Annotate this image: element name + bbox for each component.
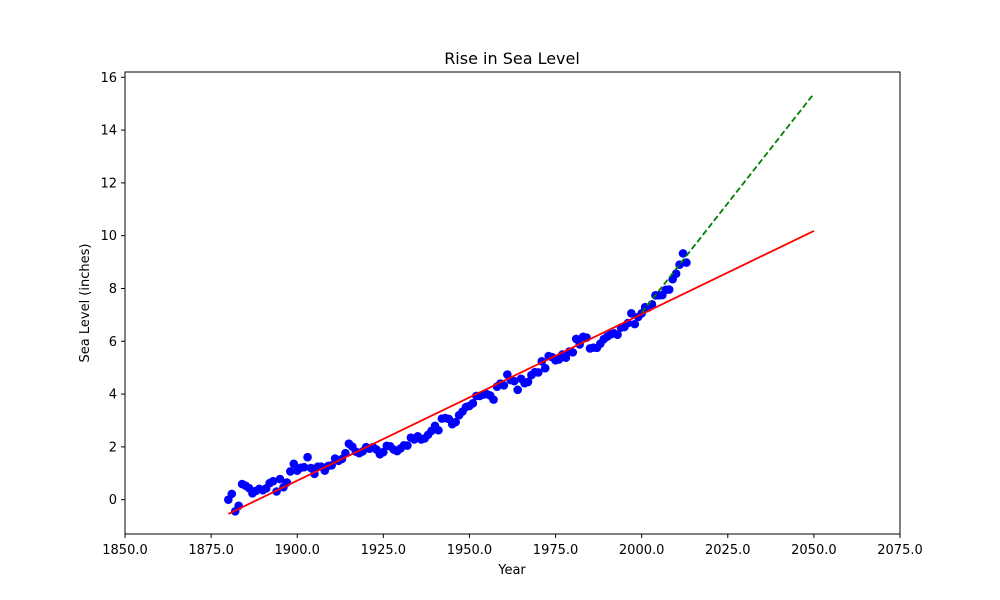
y-tick-label: 16: [100, 71, 117, 86]
data-point: [627, 309, 636, 318]
data-point: [630, 319, 640, 329]
data-point: [379, 447, 388, 457]
x-tick-label: 2050.0: [791, 543, 837, 558]
x-tick-label: 1975.0: [533, 543, 579, 558]
data-point: [509, 376, 519, 386]
data-point: [613, 330, 622, 339]
recent-trend-line: [640, 93, 815, 314]
data-point: [678, 249, 688, 258]
x-tick-label: 1875.0: [188, 543, 234, 558]
y-axis-label: Sea Level (inches): [78, 244, 93, 363]
y-tick-label: 6: [109, 335, 117, 350]
full-trend-line: [227, 230, 815, 515]
x-tick-label: 2075.0: [877, 543, 923, 558]
data-point: [289, 459, 299, 469]
x-tick-label: 1925.0: [361, 543, 407, 558]
data-point: [468, 399, 478, 408]
y-tick-label: 10: [100, 229, 117, 244]
data-point: [451, 417, 460, 427]
data-point: [540, 363, 550, 373]
data-point: [299, 462, 309, 472]
data-point: [434, 425, 443, 435]
x-axis-label: Year: [497, 563, 526, 578]
data-point: [671, 269, 681, 279]
x-tick-label: 1950.0: [447, 543, 493, 558]
data-point: [403, 441, 412, 450]
data-point: [275, 474, 285, 484]
data-point: [513, 385, 522, 395]
data-point: [303, 452, 312, 462]
y-tick-label: 4: [109, 388, 117, 403]
data-point: [268, 476, 278, 486]
y-axis: 0 2 4 6 8 10 12 14 16: [100, 71, 125, 508]
y-tick-label: 8: [109, 282, 117, 297]
x-tick-label: 1900.0: [274, 543, 320, 558]
axes-frame: [124, 71, 901, 535]
plot-area: [224, 93, 815, 516]
x-tick-label: 2000.0: [619, 543, 665, 558]
data-point: [489, 395, 498, 404]
data-point: [568, 348, 578, 357]
data-point: [664, 285, 674, 294]
chart-title: Rise in Sea Level: [444, 49, 580, 68]
y-tick-label: 2: [109, 440, 117, 455]
data-point: [499, 381, 509, 390]
x-axis: 1850.0 1875.0 1900.0 1925.0 1950.0 1975.0 2000…: [102, 534, 923, 558]
data-point: [523, 377, 533, 387]
x-tick-label: 2025.0: [705, 543, 751, 558]
y-tick-label: 0: [109, 493, 117, 508]
data-point: [286, 467, 295, 476]
x-tick-label: 1850.0: [102, 543, 148, 558]
y-tick-label: 14: [100, 124, 117, 139]
data-point: [227, 489, 237, 499]
data-point: [682, 258, 691, 267]
y-tick-label: 12: [100, 176, 117, 191]
data-point: [534, 368, 543, 377]
